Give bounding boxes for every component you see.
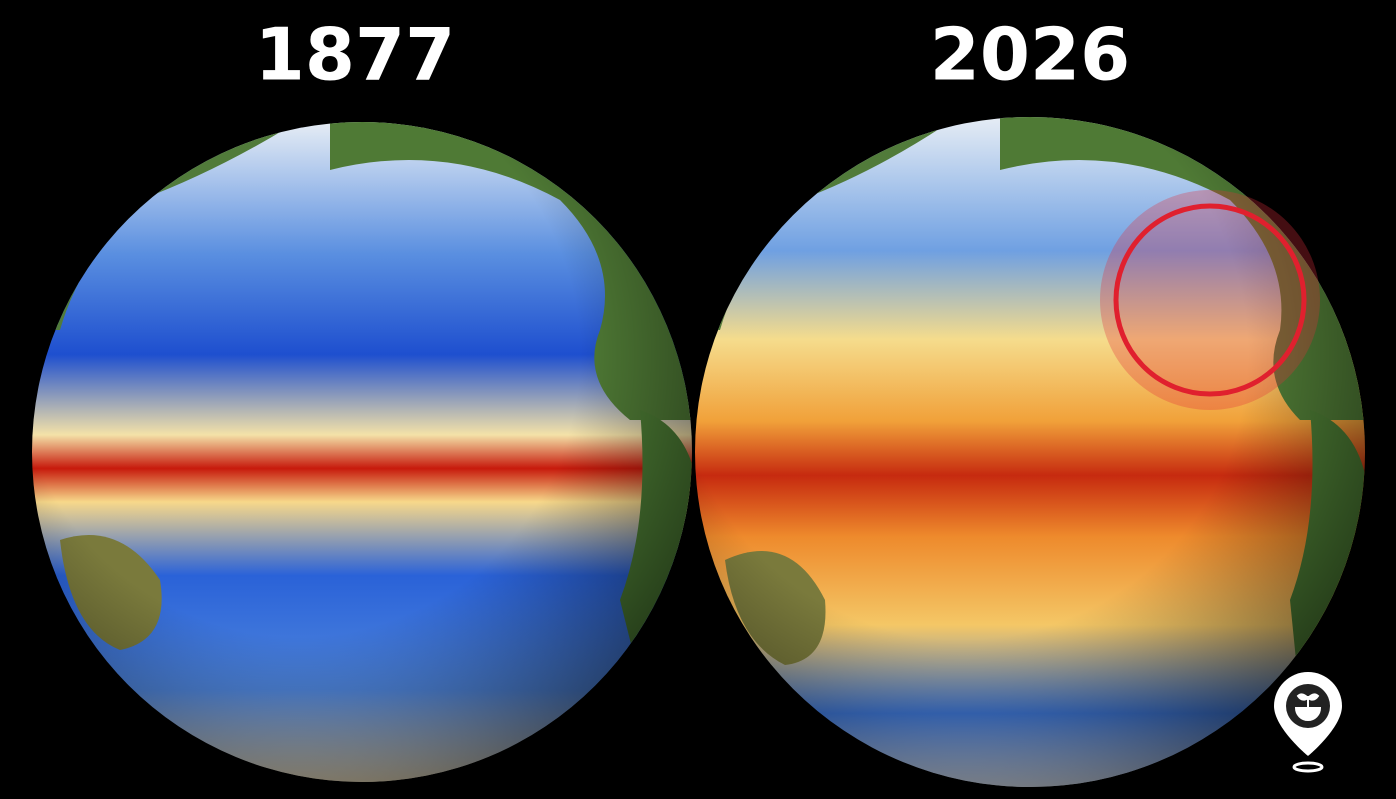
year-title: 2026 [930, 13, 1130, 97]
highlight-ring [1113, 203, 1307, 397]
highlight-glow [1100, 190, 1320, 410]
logo [1274, 672, 1342, 773]
year-title: 1877 [255, 13, 455, 97]
globe-1877 [32, 122, 692, 782]
globe-2026 [695, 117, 1365, 787]
